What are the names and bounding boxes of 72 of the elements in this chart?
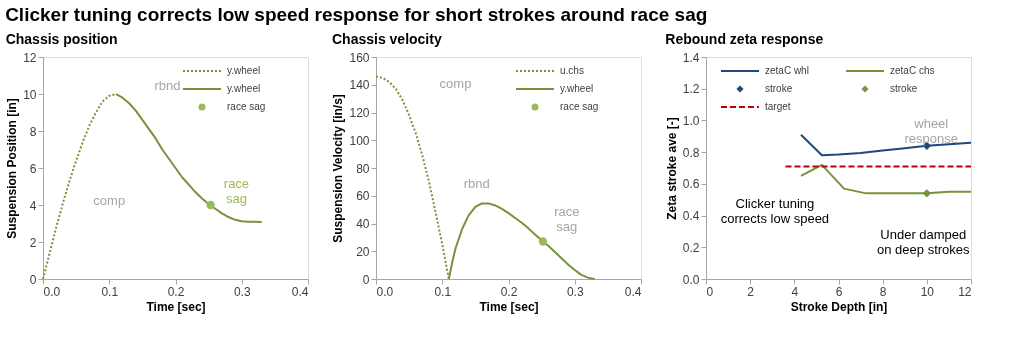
text: Clicker tuning corrects low speed response for short strokes around race sag — [5, 3, 708, 25]
y-tick-label: 0.2 — [682, 240, 700, 255]
legend-label: zetaC chs — [890, 65, 935, 76]
x-tick-label: 0.2 — [167, 284, 185, 299]
chart-title: Rebound zeta response — [665, 31, 824, 47]
legend-label: y.wheel — [227, 65, 261, 76]
x-axis-title: Time [sec] — [479, 299, 539, 314]
y-tick-label: 0 — [362, 272, 370, 287]
legend-label: race sag — [227, 101, 266, 112]
legend-label: zetaC whl — [765, 65, 809, 76]
annotation: rbnd — [154, 77, 181, 93]
annotation: wheel response — [904, 115, 958, 146]
x-tick-label: 0.2 — [500, 284, 518, 299]
y-tick-label: 0.6 — [682, 177, 700, 192]
annotation: race sag — [223, 175, 250, 206]
legend-label: stroke — [765, 83, 793, 94]
x-tick-label: 0.3 — [566, 284, 584, 299]
y-axis-title: Suspension Velocity [in/s] — [331, 94, 346, 243]
y-tick-label: 2 — [29, 235, 37, 250]
x-tick-label: 6 — [835, 284, 843, 299]
y-tick-label: 4 — [29, 198, 37, 213]
annotation: Under damped on deep strokes — [877, 226, 971, 257]
y-tick-label: 60 — [356, 189, 370, 204]
legend-label: stroke — [890, 83, 918, 94]
x-tick-label: 0.1 — [101, 284, 119, 299]
annotation: rbnd — [463, 175, 490, 191]
line-series — [799, 133, 972, 157]
legend-label: race sag — [560, 101, 599, 112]
x-tick-label: 2 — [747, 284, 755, 299]
annotation: comp — [93, 193, 126, 209]
x-tick-label: 0.3 — [233, 284, 251, 299]
x-tick-label: 12 — [958, 284, 972, 299]
annotation: Clicker tuning corrects low speed — [720, 195, 830, 226]
x-tick-label: 0.4 — [291, 284, 309, 299]
y-tick-label: 120 — [349, 106, 370, 120]
y-tick-label: 100 — [349, 133, 370, 148]
annotation: comp — [439, 75, 472, 91]
y-tick-label: 12 — [23, 50, 37, 65]
y-tick-label: 40 — [356, 217, 370, 231]
legend-label: y.wheel — [227, 83, 261, 94]
x-axis-title: Time [sec] — [146, 299, 206, 314]
y-tick-label: 1.0 — [682, 113, 700, 128]
y-axis-title: Suspension Position [in] — [5, 98, 20, 239]
chart-title: Chassis velocity — [331, 31, 442, 47]
y-tick-label: 80 — [356, 161, 370, 176]
x-tick-label: 0.0 — [376, 284, 394, 299]
y-tick-label: 8 — [29, 124, 37, 139]
y-tick-label: 20 — [356, 244, 370, 259]
y-tick-label: 140 — [349, 78, 370, 93]
y-tick-label: 0.0 — [682, 272, 700, 287]
legend-label: u.chs — [560, 65, 584, 76]
legend-label: target — [765, 101, 791, 112]
y-tick-label: 0.8 — [682, 145, 700, 160]
y-tick-label: 0.4 — [682, 209, 700, 224]
x-tick-label: 0 — [706, 284, 714, 299]
y-tick-label: 1.2 — [682, 82, 700, 97]
x-tick-label: 0.0 — [43, 284, 61, 299]
x-tick-label: 4 — [791, 284, 799, 299]
x-axis-title: Stroke Depth [in] — [790, 299, 888, 314]
y-tick-label: 6 — [29, 161, 37, 176]
x-tick-label: 0.4 — [624, 284, 642, 299]
x-tick-label: 10 — [920, 284, 935, 299]
y-axis-title: Zeta stroke ave [-] — [664, 117, 679, 220]
x-tick-label: 0.1 — [434, 284, 452, 299]
annotation: race sag — [554, 204, 580, 235]
legend-label: y.wheel — [560, 83, 594, 94]
y-tick-label: 160 — [349, 50, 370, 65]
y-tick-label: 0 — [29, 272, 37, 287]
y-tick-label: 1.4 — [682, 50, 700, 65]
y-tick-label: 10 — [23, 87, 37, 102]
chart-title: Chassis position — [5, 31, 118, 47]
x-tick-label: 8 — [879, 284, 887, 299]
